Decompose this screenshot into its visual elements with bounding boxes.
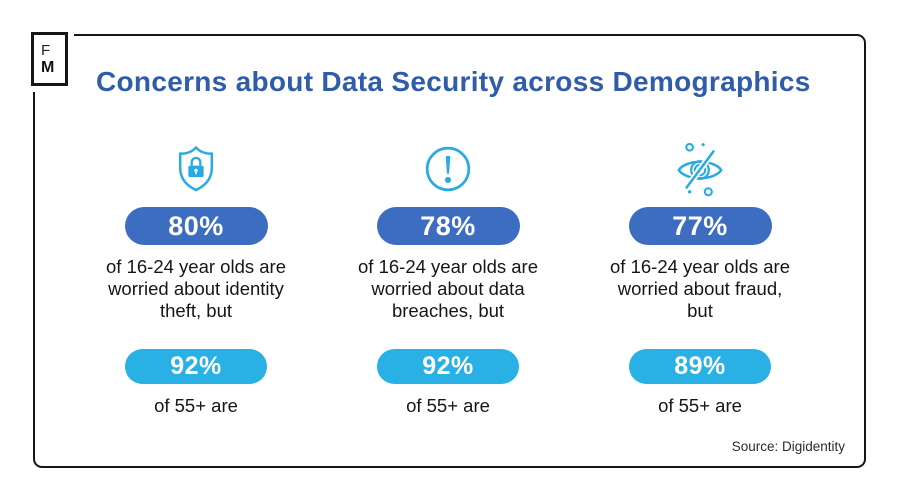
shield-lock-icon: [70, 140, 322, 197]
young-percentage-value: 77%: [672, 210, 728, 241]
older-percentage-pill: 92%: [125, 349, 267, 384]
stat-description-line: of 16-24 year olds are: [610, 256, 790, 277]
young-percentage-value: 78%: [420, 210, 476, 241]
older-percentage-pill: 89%: [629, 349, 771, 384]
stat-description: of 16-24 year olds are worried about fra…: [574, 256, 826, 322]
source-attribution: Source: Digidentity: [731, 439, 845, 454]
older-group-label: of 55+ are: [406, 395, 490, 416]
older-percentage-value: 92%: [170, 352, 222, 380]
stat-description-line: theft, but: [160, 300, 232, 321]
stat-description-line: breaches, but: [391, 300, 505, 321]
stat-description-line: of 16-24 year olds are: [358, 256, 538, 277]
stat-description-line: of 16-24 year olds are: [106, 256, 286, 277]
content-frame: [33, 34, 866, 468]
young-percentage-pill: 77%: [628, 207, 772, 245]
stat-description-line: worried about data: [371, 278, 525, 299]
stat-column-identity-theft: 80% of 16-24 year olds are worried about…: [70, 140, 322, 417]
stats-columns: 80% of 16-24 year olds are worried about…: [70, 140, 826, 417]
older-percentage-pill: 92%: [377, 349, 519, 384]
stat-description-line: worried about identity: [108, 278, 284, 299]
logo-letter-m: M: [41, 58, 55, 76]
stat-description: of 16-24 year olds are worried about dat…: [322, 256, 574, 322]
older-group-label: of 55+ are: [154, 395, 238, 416]
infographic-title: Concerns about Data Security across Demo…: [96, 66, 811, 97]
alert-circle-icon: [322, 140, 574, 197]
stat-description-line: but: [687, 300, 713, 321]
stat-description: of 16-24 year olds are worried about ide…: [70, 256, 322, 322]
older-group-label: of 55+ are: [658, 395, 742, 416]
fm-logo: F M: [31, 32, 68, 86]
young-percentage-pill: 78%: [376, 207, 520, 245]
older-percentage-value: 89%: [674, 352, 726, 380]
stat-column-data-breaches: 78% of 16-24 year olds are worried about…: [322, 140, 574, 417]
stat-description-line: worried about fraud,: [617, 278, 783, 299]
stat-column-fraud: 77% of 16-24 year olds are worried about…: [574, 140, 826, 417]
hidden-eye-icon: [574, 140, 826, 197]
older-percentage-value: 92%: [422, 352, 474, 380]
young-percentage-value: 80%: [168, 210, 224, 241]
logo-letter-f: F: [41, 41, 51, 59]
young-percentage-pill: 80%: [124, 207, 268, 245]
